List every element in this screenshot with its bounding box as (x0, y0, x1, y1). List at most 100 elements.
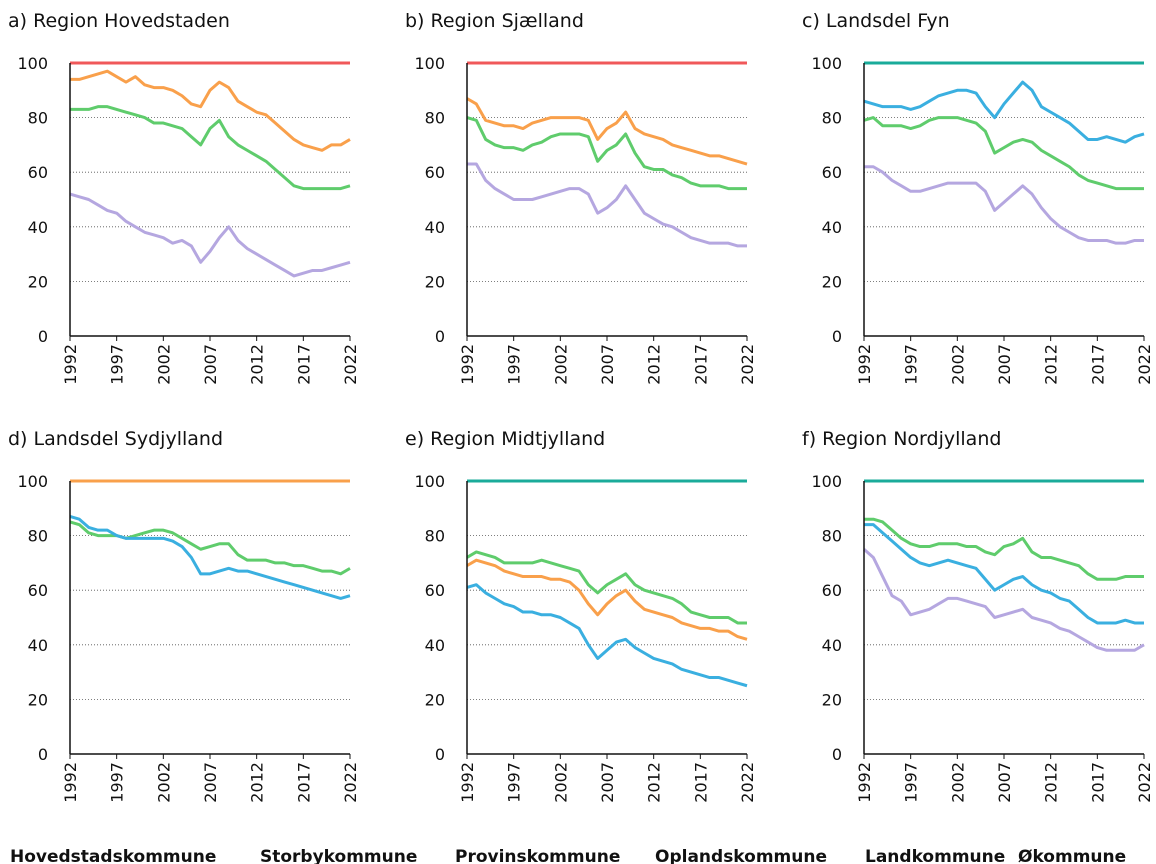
series-line (69, 520, 351, 576)
series-line (864, 165, 1144, 245)
series-line (466, 558, 748, 641)
x-tick-label: 2002 (154, 344, 173, 385)
x-tick-label: 2022 (341, 344, 360, 385)
x-tick-label: 2022 (1135, 344, 1154, 385)
x-tick-label: 2002 (551, 344, 570, 385)
x-tick-label: 1997 (108, 762, 127, 803)
y-tick-label: 0 (832, 745, 842, 764)
x-tick-label: 2022 (738, 762, 757, 803)
y-tick-label: 80 (425, 527, 445, 546)
y-tick-label: 60 (425, 581, 445, 600)
x-tick-label: 1992 (458, 762, 477, 803)
x-tick-label: 2007 (201, 762, 220, 803)
y-tick-label: 60 (28, 581, 48, 600)
y-tick-label: 20 (425, 272, 445, 291)
y-tick-label: 0 (435, 327, 445, 346)
series-line (863, 80, 1145, 144)
legend-entry: Provinskommune (455, 847, 620, 864)
y-tick-label: 80 (28, 109, 48, 128)
series-line (70, 69, 351, 152)
legend-entry: Økommune (1018, 847, 1126, 864)
x-tick-label: 1997 (505, 344, 524, 385)
x-tick-label: 2002 (948, 762, 967, 803)
series-line (69, 515, 351, 600)
x-tick-label: 2017 (294, 762, 313, 803)
x-tick-label: 1992 (458, 344, 477, 385)
y-tick-label: 20 (425, 690, 445, 709)
y-tick-label: 60 (822, 581, 842, 600)
x-tick-label: 2002 (948, 344, 967, 385)
x-tick-label: 1992 (855, 762, 874, 803)
series-line (864, 517, 1144, 581)
x-tick-label: 2012 (1042, 344, 1061, 385)
y-tick-label: 0 (832, 327, 842, 346)
series-line (69, 192, 351, 278)
series-line (466, 97, 748, 166)
x-tick-label: 2017 (1088, 344, 1107, 385)
series-line (466, 116, 747, 191)
x-tick-label: 1992 (61, 344, 80, 385)
series-line (70, 105, 351, 191)
legend-entry: Oplandskommune (655, 847, 827, 864)
y-tick-label: 100 (17, 54, 48, 73)
y-tick-label: 80 (425, 109, 445, 128)
x-tick-label: 2022 (341, 762, 360, 803)
y-tick-label: 40 (822, 218, 842, 237)
series-line (864, 523, 1144, 625)
y-tick-label: 60 (425, 163, 445, 182)
x-tick-label: 2002 (551, 762, 570, 803)
y-tick-label: 40 (28, 218, 48, 237)
series-line (466, 583, 748, 688)
panel-title: c) Landsdel Fyn (802, 10, 950, 32)
y-tick-label: 0 (38, 745, 48, 764)
y-tick-label: 20 (822, 690, 842, 709)
y-tick-label: 100 (811, 472, 842, 491)
x-tick-label: 2017 (691, 762, 710, 803)
x-tick-label: 2012 (248, 344, 267, 385)
y-tick-label: 40 (28, 636, 48, 655)
y-tick-label: 100 (414, 472, 445, 491)
x-tick-label: 2007 (598, 344, 617, 385)
legend-entry: Hovedstadskommune (10, 847, 216, 864)
panel-title: a) Region Hovedstaden (8, 10, 230, 32)
panel-title: f) Region Nordjylland (802, 428, 1001, 450)
y-tick-label: 40 (425, 636, 445, 655)
x-tick-label: 2012 (645, 762, 664, 803)
x-tick-label: 2012 (645, 344, 664, 385)
x-tick-label: 2017 (1088, 762, 1107, 803)
series-line (466, 550, 747, 625)
x-tick-label: 1997 (902, 762, 921, 803)
y-tick-label: 0 (435, 745, 445, 764)
panel-title: e) Region Midtjylland (405, 428, 605, 450)
series-line (863, 548, 1145, 652)
y-tick-label: 80 (822, 527, 842, 546)
x-tick-label: 2022 (738, 344, 757, 385)
x-tick-label: 1992 (61, 762, 80, 803)
panel-title: d) Landsdel Sydjylland (8, 428, 223, 450)
series-line (467, 162, 747, 248)
x-tick-label: 1997 (505, 762, 524, 803)
y-tick-label: 40 (425, 218, 445, 237)
legend-entry: Landkommune (865, 847, 1005, 864)
x-tick-label: 2007 (995, 344, 1014, 385)
y-tick-label: 60 (822, 163, 842, 182)
x-tick-label: 2007 (201, 344, 220, 385)
y-tick-label: 40 (822, 636, 842, 655)
x-tick-label: 2012 (248, 762, 267, 803)
x-tick-label: 2002 (154, 762, 173, 803)
y-tick-label: 20 (822, 272, 842, 291)
y-tick-label: 20 (28, 272, 48, 291)
y-tick-label: 100 (17, 472, 48, 491)
x-tick-label: 1997 (902, 344, 921, 385)
y-tick-label: 60 (28, 163, 48, 182)
x-tick-label: 1992 (855, 344, 874, 385)
y-tick-label: 80 (822, 109, 842, 128)
y-tick-label: 100 (414, 54, 445, 73)
y-tick-label: 20 (28, 690, 48, 709)
x-tick-label: 2007 (995, 762, 1014, 803)
y-tick-label: 100 (811, 54, 842, 73)
y-tick-label: 80 (28, 527, 48, 546)
x-tick-label: 2017 (691, 344, 710, 385)
y-tick-label: 0 (38, 327, 48, 346)
